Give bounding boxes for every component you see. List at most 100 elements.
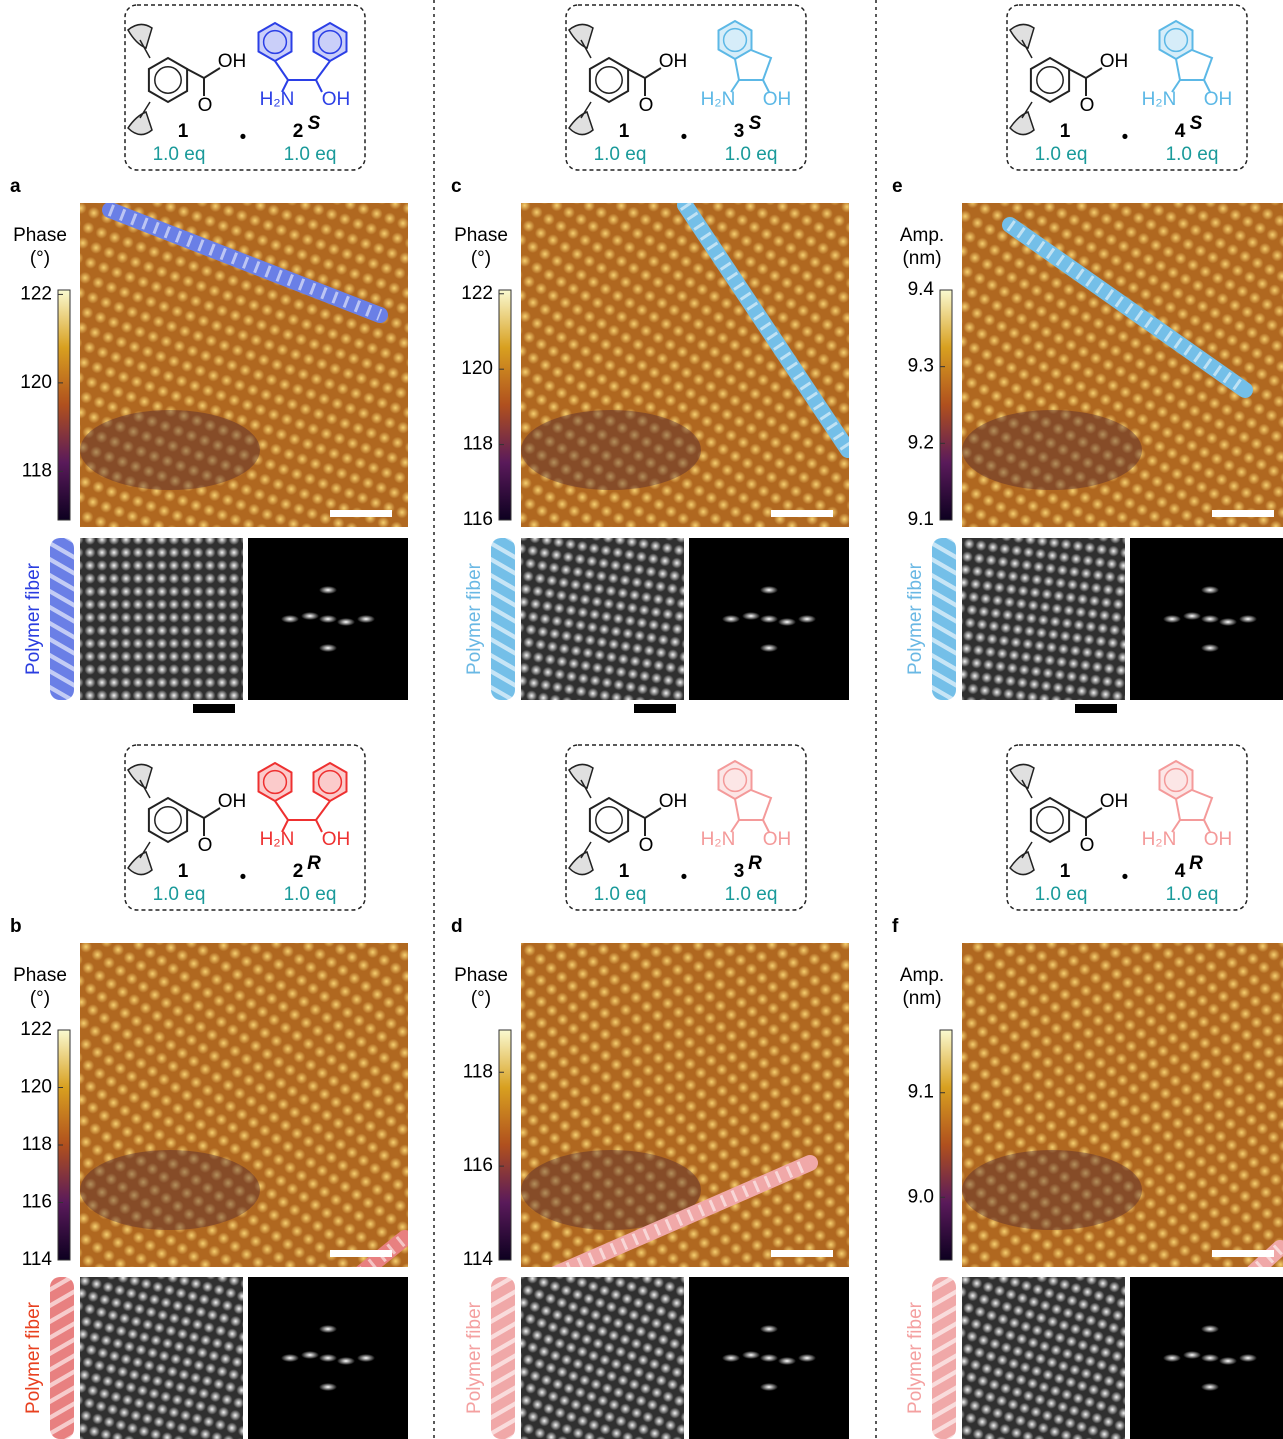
colorbar-title: Phase bbox=[454, 225, 508, 246]
dot: • bbox=[240, 867, 247, 888]
atom-label: OH bbox=[1100, 51, 1129, 72]
compound-number: 1 bbox=[178, 861, 189, 882]
colorbar-tick-label: 120 bbox=[461, 358, 493, 379]
colorbar-title: (°) bbox=[471, 248, 491, 269]
compound-number: 3 bbox=[734, 121, 745, 142]
equivalents: 1.0 eq bbox=[594, 144, 647, 165]
fft-spot bbox=[337, 618, 355, 626]
atom-label: OH bbox=[763, 89, 792, 110]
bond bbox=[187, 808, 220, 836]
atom-label: OH bbox=[659, 791, 688, 812]
fft-spot bbox=[319, 1325, 337, 1333]
dot: • bbox=[1122, 867, 1129, 888]
colorbar bbox=[940, 290, 952, 520]
fiber-icon bbox=[491, 1277, 515, 1439]
fft-spot bbox=[722, 615, 740, 623]
atom-label: OH bbox=[1100, 791, 1129, 812]
paddle bbox=[1010, 24, 1034, 58]
equivalents: 1.0 eq bbox=[153, 884, 206, 905]
configuration: R bbox=[748, 853, 762, 874]
compound-number: 1 bbox=[619, 861, 630, 882]
fft-spot bbox=[1219, 618, 1237, 626]
atom-label: O bbox=[1080, 95, 1095, 116]
fiber-label: Polymer fiber bbox=[464, 1301, 485, 1414]
atom-label: H₂N bbox=[1142, 829, 1177, 850]
fft-spot bbox=[778, 1357, 796, 1365]
configuration: S bbox=[308, 113, 321, 134]
fft-spot bbox=[760, 644, 778, 652]
colorbar bbox=[58, 290, 70, 520]
fft-spot bbox=[760, 615, 778, 623]
fiber-label: Polymer fiber bbox=[905, 1301, 926, 1414]
fiber-label: Polymer fiber bbox=[23, 1301, 44, 1414]
colorbar-title: Amp. bbox=[900, 225, 944, 246]
equivalents: 1.0 eq bbox=[1166, 144, 1219, 165]
colorbar-title: Phase bbox=[13, 225, 67, 246]
bond bbox=[628, 808, 661, 836]
bond bbox=[275, 61, 330, 92]
filtered-image bbox=[962, 538, 1125, 700]
colorbar-tick-label: 116 bbox=[22, 1192, 52, 1213]
atom-label: O bbox=[639, 95, 654, 116]
fft-spot bbox=[319, 586, 337, 594]
atom-label: OH bbox=[322, 89, 351, 110]
fiber-label: Polymer fiber bbox=[23, 562, 44, 675]
afm-shading bbox=[962, 410, 1142, 490]
fft-spot bbox=[760, 1383, 778, 1391]
colorbar-tick-label: 114 bbox=[22, 1249, 53, 1270]
scale-bar bbox=[193, 704, 235, 713]
atom-label: H₂N bbox=[701, 829, 736, 850]
atom-label: O bbox=[198, 95, 213, 116]
fft-spot bbox=[281, 615, 299, 623]
fiber-icon bbox=[932, 538, 956, 700]
paddle bbox=[569, 24, 593, 58]
atom-label: OH bbox=[763, 829, 792, 850]
fft-spot bbox=[760, 1325, 778, 1333]
fft-spot bbox=[301, 612, 319, 620]
fft-spot bbox=[798, 1354, 816, 1362]
colorbar-title: (°) bbox=[30, 988, 50, 1009]
colorbar-tick-label: 120 bbox=[20, 372, 52, 393]
fft-spot bbox=[337, 1357, 355, 1365]
fft-spot bbox=[760, 586, 778, 594]
configuration: R bbox=[307, 853, 321, 874]
compound-number: 2 bbox=[293, 121, 304, 142]
compound-number: 2 bbox=[293, 861, 304, 882]
colorbar-title: (nm) bbox=[902, 248, 941, 269]
afm-shading bbox=[80, 410, 260, 490]
atom-label: OH bbox=[1204, 89, 1233, 110]
fft-spot bbox=[722, 1354, 740, 1362]
fft-spot bbox=[1201, 1325, 1219, 1333]
colorbar-tick-label: 9.1 bbox=[908, 509, 934, 530]
fft-spot bbox=[798, 615, 816, 623]
bond bbox=[1069, 808, 1102, 836]
compound-number: 1 bbox=[1060, 121, 1071, 142]
colorbar-tick-label: 9.2 bbox=[908, 432, 934, 453]
filtered-image bbox=[521, 1277, 684, 1439]
scale-bar bbox=[771, 1250, 833, 1257]
scale-bar bbox=[330, 1250, 392, 1257]
colorbar-tick-label: 118 bbox=[22, 1134, 52, 1155]
colorbar-title: (°) bbox=[30, 248, 50, 269]
compound-number: 1 bbox=[1060, 861, 1071, 882]
fft-spot bbox=[319, 615, 337, 623]
fft-spot bbox=[742, 1351, 760, 1359]
fiber-icon bbox=[932, 1277, 956, 1439]
scale-bar bbox=[1212, 1250, 1274, 1257]
dot: • bbox=[681, 867, 688, 888]
bond bbox=[187, 68, 220, 96]
panel-label: f bbox=[892, 916, 899, 937]
panel-label: e bbox=[892, 176, 903, 197]
equivalents: 1.0 eq bbox=[725, 144, 778, 165]
fft-spot bbox=[357, 615, 375, 623]
panel-label: b bbox=[10, 916, 22, 937]
colorbar-tick-label: 9.3 bbox=[908, 356, 934, 377]
equivalents: 1.0 eq bbox=[1035, 144, 1088, 165]
fft-spot bbox=[1239, 615, 1257, 623]
panel: OHO1•H₂NOH3R1.0 eq1.0 eqdPhase(°)1181161… bbox=[451, 745, 849, 1439]
panel-label: a bbox=[10, 176, 21, 197]
fiber-label: Polymer fiber bbox=[905, 562, 926, 675]
equivalents: 1.0 eq bbox=[1166, 884, 1219, 905]
fft-spot bbox=[1183, 1351, 1201, 1359]
